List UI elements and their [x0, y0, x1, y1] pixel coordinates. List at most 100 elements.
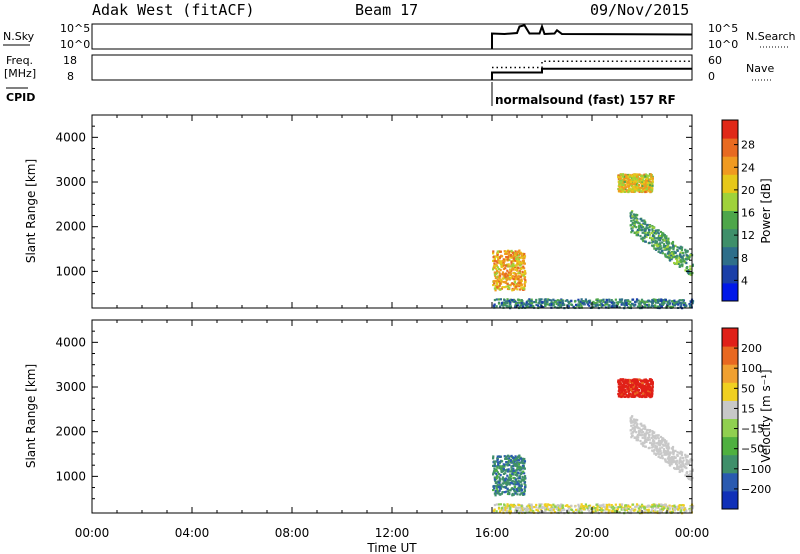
power-echo-cell [689, 265, 692, 268]
power-echo-cell [671, 299, 674, 303]
power-echo-cell [653, 247, 656, 250]
velocity-echo-cell [624, 504, 627, 507]
power-echo-cell [634, 303, 637, 306]
power-echo-cell [501, 277, 504, 280]
velocity-echo-cell [675, 505, 679, 508]
power-echo-cell [686, 250, 689, 253]
velocity-echo-cell [628, 394, 631, 397]
velocity-echo-cell [659, 435, 663, 439]
velocity-echo-cell [661, 440, 664, 443]
velocity-echo-cell [641, 383, 644, 387]
power-echo-cell [539, 303, 543, 306]
colorbar-segment [722, 436, 738, 456]
velocity-echo-cell [636, 391, 639, 394]
power-echo-cell [641, 225, 645, 229]
power-echo-cell [629, 305, 633, 308]
y-tick-label: 3000 [55, 380, 86, 394]
power-echo-cell [646, 183, 649, 186]
colorbar-tick-label: 28 [741, 139, 755, 152]
power-echo-cell [528, 305, 531, 308]
velocity-echo-cell [497, 486, 500, 489]
freq-panel-frame [91, 54, 693, 81]
velocity-echo-cell [515, 469, 518, 472]
power-echo-cell [555, 302, 558, 306]
power-echo-cell [650, 238, 654, 241]
power-echo-cell [573, 300, 577, 303]
velocity-echo-cell [678, 504, 681, 507]
velocity-echo-cell [686, 455, 689, 458]
velocity-echo-cell [568, 505, 571, 509]
power-echo-cell [504, 274, 507, 277]
power-echo-cell [675, 254, 679, 257]
power-echo-cell [617, 301, 620, 304]
power-echo-cell [667, 304, 670, 307]
power-echo-cell [509, 254, 513, 257]
velocity-echo-cell [636, 433, 640, 437]
power-echo-cell [543, 302, 546, 305]
power-echo-cell [498, 284, 501, 287]
power-echo-cell [506, 265, 510, 268]
velocity-echo-cell [616, 508, 620, 511]
velocity-echo-cell [533, 505, 536, 509]
power-echo-cell [639, 217, 642, 221]
velocity-echo-cell [624, 391, 628, 394]
velocity-echo-cell [662, 507, 665, 510]
power-echo-cell [655, 298, 658, 302]
velocity-echo-cell [688, 507, 691, 511]
power-echo-cell [531, 302, 534, 305]
power-echo-cell [507, 299, 511, 302]
power-echo-cell [655, 301, 658, 304]
power-echo-cell [504, 252, 507, 255]
velocity-echo-cell [633, 436, 636, 440]
power-echo-cell [654, 229, 657, 232]
velocity-echo-cell [654, 437, 658, 440]
velocity-echo-cell [651, 507, 654, 510]
velocity-echo-cell [666, 507, 670, 510]
colorbar-segment [722, 192, 738, 211]
power-panel-frame [91, 114, 693, 309]
power-echo-cell [629, 180, 633, 183]
velocity-echo-cell [650, 387, 653, 390]
velocity-echo-cell [496, 458, 499, 462]
power-echo-cell [579, 300, 582, 303]
velocity-echo-cell [667, 459, 671, 462]
power-echo-cell [518, 305, 521, 308]
power-echo-cell [505, 255, 508, 259]
velocity-echo-cell [648, 429, 651, 432]
power-echo-cell [655, 242, 658, 245]
velocity-echo-cell [588, 509, 591, 512]
colorbar-tick-label: 12 [741, 229, 755, 242]
velocity-echo-cell [641, 394, 644, 397]
velocity-echo-cell [503, 491, 506, 494]
velocity-echo-cell [633, 422, 636, 425]
power-echo-cell [646, 233, 650, 237]
power-echo-cell [506, 298, 509, 301]
velocity-echo-cell [506, 487, 509, 491]
velocity-echo-cell [673, 509, 676, 512]
power-echo-cell [567, 305, 570, 308]
power-echo-cell [679, 253, 682, 256]
colorbar-tick-label: 4 [741, 274, 748, 287]
velocity-echo-cell [671, 445, 675, 449]
velocity-echo-cell [671, 510, 674, 514]
power-echo-cell [509, 298, 512, 302]
power-echo-cell [663, 243, 666, 246]
velocity-echo-cell [635, 393, 639, 397]
velocity-echo-cell [651, 449, 654, 452]
velocity-echo-cell [637, 436, 640, 439]
velocity-echo-cell [642, 441, 645, 444]
velocity-echo-cell [567, 510, 570, 513]
velocity-echo-cell [628, 386, 631, 389]
power-echo-cell [654, 299, 657, 303]
velocity-echo-cell [642, 385, 645, 388]
power-echo-cell [677, 262, 680, 265]
power-echo-cell [499, 288, 502, 291]
velocity-echo-cell [492, 485, 495, 488]
power-echo-cell [644, 186, 647, 190]
velocity-echo-cell [554, 505, 557, 509]
velocity-echo-cell [634, 505, 637, 508]
power-echo-cell [508, 258, 511, 262]
power-echo-cell [515, 257, 518, 260]
velocity-echo-cell [679, 464, 682, 467]
power-echo-cell [495, 282, 498, 285]
